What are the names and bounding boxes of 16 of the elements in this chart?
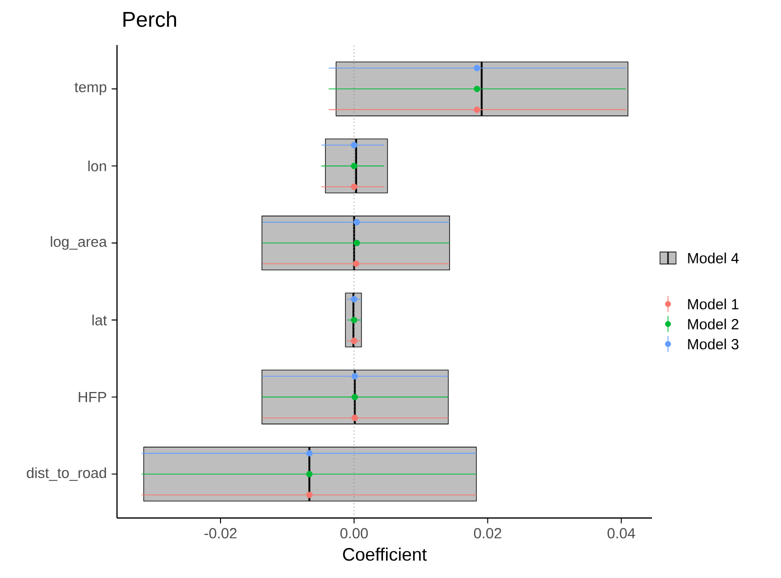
x-tick-label: 0.02 xyxy=(474,528,502,538)
legend-label: Model 4 xyxy=(688,252,739,264)
y-tick-label: lat xyxy=(92,314,107,326)
legend-label: Model 3 xyxy=(688,338,738,350)
legend-label: Model 2 xyxy=(688,318,738,330)
x-tick-label: -0.02 xyxy=(204,528,237,538)
x-tick-label: 0.04 xyxy=(608,528,636,538)
chart-title: Perch xyxy=(123,11,176,27)
x-axis-title: Coefficient xyxy=(343,548,427,561)
y-tick-label: log_area xyxy=(50,236,107,250)
y-tick-label: HFP xyxy=(78,392,106,402)
y-tick-label: lon xyxy=(88,160,106,172)
legend-label: Model 1 xyxy=(688,298,738,310)
y-tick-label: dist_to_road xyxy=(26,467,106,481)
y-tick-label: temp xyxy=(74,82,106,96)
x-tick-label: 0.00 xyxy=(340,528,368,538)
